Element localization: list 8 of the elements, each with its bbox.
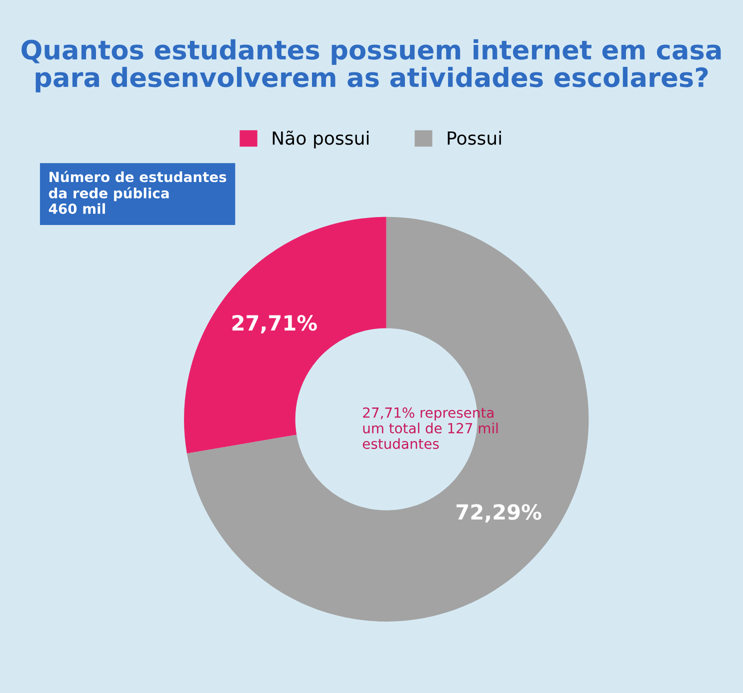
chart-title: Quantos estudantes possuem internet em casa para desenvolverem as atividades escolares? — [22, 39, 721, 92]
data-label: 72,29% — [456, 504, 542, 523]
donut-slice — [186, 216, 589, 622]
data-label: 27,71% — [232, 315, 317, 334]
text: 27,71% representa um total de 127 mil estudantes — [362, 407, 498, 449]
legend-label: Possui — [448, 130, 501, 145]
text: Número de estudantes da rede pública 460 mil — [48, 170, 226, 214]
legend-label: Não possui — [272, 130, 369, 148]
